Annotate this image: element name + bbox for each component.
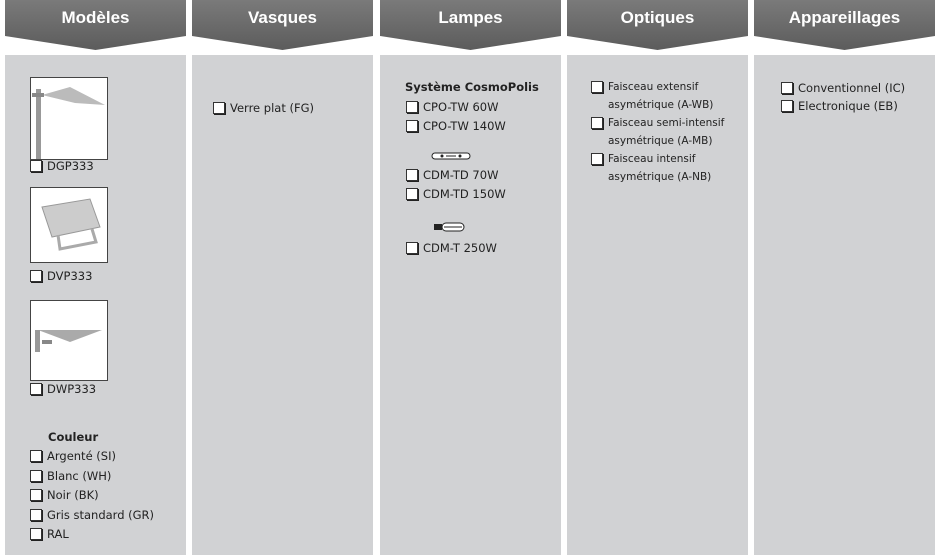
checkbox-option[interactable]: CDM-TD 70W — [406, 166, 498, 184]
checkbox-option[interactable]: Verre plat (FG) — [213, 99, 314, 117]
checkbox-option[interactable]: CDM-TD 150W — [406, 185, 506, 203]
column-header — [5, 0, 186, 50]
checkbox-option[interactable]: Faisceau extensif asymétrique (A-WB) — [591, 78, 728, 114]
group-heading: Système CosmoPolis — [405, 80, 539, 94]
checkbox-option[interactable]: Faisceau intensif asymétrique (A-NB) — [591, 150, 728, 186]
column — [754, 55, 935, 555]
checkbox-option[interactable]: Noir (BK) — [30, 486, 99, 504]
checkbox-option[interactable]: DWP333 — [30, 380, 96, 398]
column — [567, 55, 748, 555]
checkbox-option[interactable]: DGP333 — [30, 157, 94, 175]
model-image — [30, 77, 108, 160]
checkbox-option[interactable]: Electronique (EB) — [781, 97, 898, 115]
column-title: Modèles — [61, 8, 130, 27]
lamp-icon — [431, 152, 471, 160]
lamp-icon — [434, 222, 465, 232]
model-image — [30, 300, 108, 381]
column-title: Lampes — [438, 8, 503, 27]
checkbox-option[interactable]: CDM-T 250W — [406, 239, 497, 257]
section-heading: Couleur — [48, 430, 99, 444]
checkbox-option[interactable]: CPO-TW 140W — [406, 117, 506, 135]
checkbox-option[interactable]: Faisceau semi-intensif asymétrique (A-MB… — [591, 114, 728, 150]
checkbox-option[interactable]: Conventionnel (IC) — [781, 79, 905, 97]
checkbox-option[interactable]: RAL — [30, 525, 69, 543]
checkbox-option[interactable]: Argenté (SI) — [30, 447, 116, 465]
checkbox-option[interactable]: Gris standard (GR) — [30, 506, 154, 524]
checkbox-option[interactable]: DVP333 — [30, 267, 92, 285]
column-header — [380, 0, 561, 50]
column-header — [567, 0, 748, 50]
model-image — [30, 187, 108, 263]
column-title: Vasques — [248, 8, 317, 27]
column-title: Appareillages — [788, 8, 901, 27]
checkbox-option[interactable]: Blanc (WH) — [30, 467, 111, 485]
column-header — [754, 0, 935, 50]
column — [380, 55, 561, 555]
column — [192, 55, 373, 555]
column-title: Optiques — [620, 8, 695, 27]
column-header — [192, 0, 373, 50]
checkbox-option[interactable]: CPO-TW 60W — [406, 98, 499, 116]
